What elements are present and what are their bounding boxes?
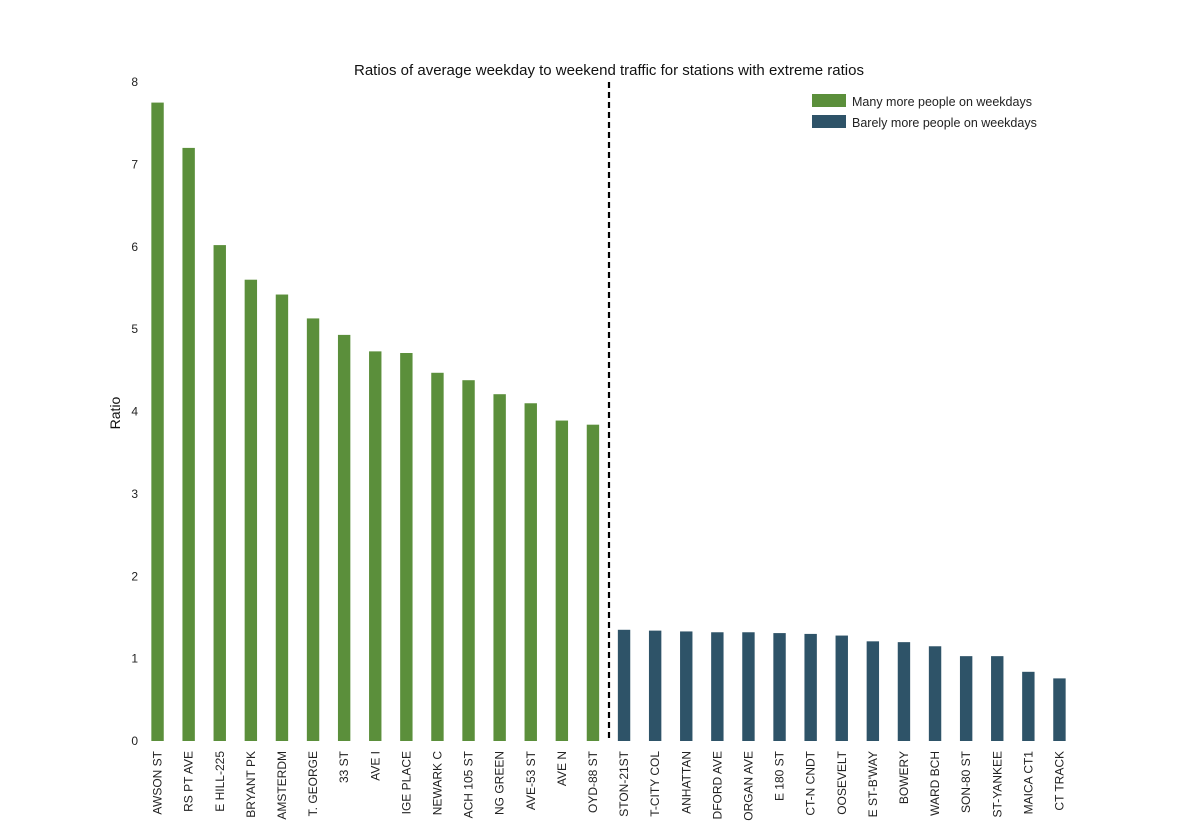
x-tick-label: ORGAN AVE [741,751,755,821]
bar-many [586,424,600,741]
x-tick-label: RS PT AVE [182,751,196,812]
x-tick-label: E HILL-225 [213,751,227,812]
x-tick-label: MAICA CT1 [1021,751,1035,815]
x-tick-label: AWSON ST [151,750,165,814]
y-tick-label: 6 [131,240,138,254]
x-tick-label: AVE I [368,751,382,781]
y-tick-label: 7 [131,157,138,171]
x-tick-label: CT-N CNDT [804,750,818,815]
bar-barely [835,635,848,741]
bar-many [462,380,475,741]
x-tick-label: DFORD AVE [710,751,724,819]
bar-barely [928,646,942,741]
x-tick-label: ANHATTAN [679,751,693,814]
x-tick-label: BOWERY [897,751,911,804]
x-tick-label: ACH 105 ST [462,750,476,818]
bar-barely [711,632,724,741]
x-tick-label: 33 ST [337,750,351,783]
bar-barely [742,632,755,741]
bars [151,102,1066,742]
x-tick-label: OYD-88 ST [586,750,600,813]
x-tick-label: CT TRACK [1052,751,1066,811]
bar-barely [617,629,631,741]
legend-label-many: Many more people on weekdays [852,95,1032,109]
x-tick-label: T-CITY COL [648,751,662,817]
x-tick-label: WARD BCH [928,751,942,816]
bar-barely [991,656,1004,741]
legend-swatch-barely [812,115,846,128]
bar-barely [648,630,662,741]
x-tick-label: E 180 ST [773,750,787,801]
bar-barely [773,633,786,741]
bar-many [524,403,537,741]
chart-title: Ratios of average weekday to weekend tra… [354,62,864,79]
y-axis-ticks: 0 1 2 3 4 5 6 7 8 [131,75,138,748]
x-tick-label: IGE PLACE [399,751,413,814]
bar-many [431,372,444,741]
x-tick-label: E ST-B'WAY [866,751,880,817]
bar-many [275,294,289,741]
bar-many [213,245,226,741]
y-tick-label: 4 [131,405,138,419]
y-axis-label: Ratio [107,396,123,429]
y-tick-label: 3 [131,487,138,501]
x-tick-label: STON-21ST [617,750,631,816]
x-tick-label: AVE-53 ST [524,750,538,810]
x-tick-label: AVE N [555,751,569,786]
y-tick-label: 5 [131,322,138,336]
bar-barely [1053,678,1066,741]
bar-many [337,334,351,741]
x-tick-label: ST-YANKEE [990,751,1004,817]
bar-barely [959,656,973,741]
x-tick-label: OOSEVELT [835,750,849,814]
y-tick-label: 2 [131,569,138,583]
x-tick-label: AMSTERDM [275,751,289,820]
bar-many [244,279,258,741]
bar-barely [1022,671,1035,741]
legend-label-barely: Barely more people on weekdays [852,116,1037,130]
x-tick-label: NG GREEN [493,751,507,815]
x-tick-label: T. GEORGE [306,751,320,816]
y-tick-label: 0 [131,734,138,748]
bar-many [493,394,506,741]
y-tick-label: 8 [131,75,138,89]
legend-swatch-many [812,94,846,107]
x-axis-ticks: AWSON ST RS PT AVE E HILL-225 BRYANT PK AMST… [151,750,1067,820]
bar-many [151,102,164,742]
bar-many [369,351,382,741]
y-tick-label: 1 [131,652,138,666]
bar-many [555,420,569,741]
x-tick-label: BRYANT PK [244,751,258,818]
bar-barely [866,641,880,741]
bar-barely [804,633,817,741]
x-tick-label: NEWARK C [430,751,444,816]
bar-many [306,318,320,741]
bar-many [400,353,413,741]
x-tick-label: SON-80 ST [959,750,973,813]
bar-many [182,147,195,741]
legend: Many more people on weekdays Barely more… [812,94,1037,130]
bar-barely [897,642,911,741]
bar-barely [680,631,693,741]
